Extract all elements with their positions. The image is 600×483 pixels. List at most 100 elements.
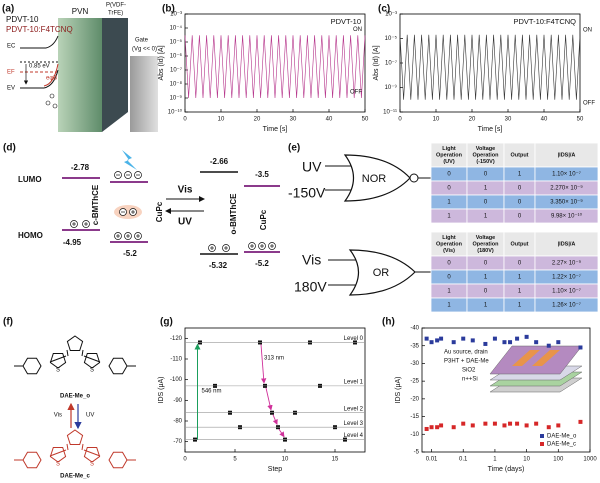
data-point (502, 423, 507, 428)
nor-gate (343, 154, 411, 202)
header-text: Light (442, 235, 456, 241)
level-label: Level 4 (344, 433, 364, 439)
y-axis-label: Abs (Id) [A] (373, 45, 380, 80)
data-line (184, 35, 366, 99)
data-point (578, 345, 583, 350)
vis-label: Vis (178, 185, 193, 196)
band-diagram: PDVT-10 PDVT-10:F4TCNQ PVN P(VDF- TrFE) … (6, 3, 158, 132)
cell-text: 1 (447, 214, 451, 220)
device-inset: Au source, drain P3HT + DAE-Me SiO2 n++S… (444, 345, 583, 393)
header-text: (180V) (477, 248, 494, 254)
level-label: Level 0 (344, 336, 364, 342)
level-label: -3.5 (255, 170, 269, 179)
data-point (556, 340, 561, 345)
x-tick-label: 30 (505, 117, 512, 123)
data-point (429, 340, 434, 345)
y-axis-label: IDS (μA) (158, 377, 165, 404)
data-point (534, 340, 539, 345)
table-header (430, 231, 468, 257)
logic-gates: UV -150V NOR Vis 180V OR (288, 154, 431, 296)
y-tick-label: -120 (170, 336, 183, 342)
table-header (503, 231, 536, 257)
inset-label: n++Si (462, 377, 478, 383)
cell-text: 1 (518, 275, 522, 281)
y-tick-label: -90 (173, 398, 182, 404)
cell-text: 0 (447, 261, 451, 267)
nor-bubble (409, 173, 419, 183)
panel-label: (d) (3, 143, 16, 154)
bond (83, 355, 101, 363)
y-tick-label: -80 (173, 419, 182, 425)
header-text: |IDS|/A (558, 241, 576, 247)
data-point (524, 423, 529, 428)
header-text: (-150V) (476, 159, 495, 165)
cell-text: 0 (484, 200, 488, 206)
molecule-name: DAE-Me_c (60, 474, 90, 480)
y-tick-label: -40 (410, 326, 419, 332)
cell-text: 2.270× 10⁻⁹ (550, 185, 583, 192)
bond (66, 349, 69, 357)
energy-diagram: LUMO HOMO -2.78 -4.95 c-BMThCE -5.2 CuPc… (18, 150, 280, 270)
material-label: PDVT-10:F4TCNQ (6, 25, 73, 34)
plot-frame (184, 13, 366, 113)
y-tick-label: 10⁻⁹ (170, 95, 183, 102)
data-point (524, 334, 529, 339)
data-point (424, 336, 429, 341)
x-axis-label: Time [s] (263, 126, 288, 133)
data-point (515, 421, 520, 426)
ev-bend (43, 69, 59, 89)
molecule-label: CuPc (259, 209, 268, 230)
y-axis-label: Abs (Id) [A] (158, 45, 165, 80)
gate-label: NOR (362, 173, 387, 185)
data-point (470, 423, 475, 428)
energy-label: EF (7, 70, 15, 76)
y-tick-label: 10⁻³ (385, 12, 397, 18)
hole (49, 93, 55, 99)
layer-label: PVN (72, 7, 89, 16)
level-label: -2.66 (210, 157, 229, 166)
data-point (578, 419, 583, 424)
gap-label: 0.85 eV (29, 64, 50, 70)
electrode (532, 350, 560, 366)
cell-text: 0 (518, 186, 522, 192)
atom-label: S (90, 368, 94, 374)
hole (52, 103, 58, 109)
header-text: (UV) (443, 159, 454, 165)
data-point (439, 423, 444, 428)
cell-text: 1 (518, 289, 522, 295)
material-label: PDVT-10 (6, 15, 39, 24)
header-text: Voltage (476, 235, 495, 241)
y-tick-label: -35 (410, 343, 419, 349)
x-axis-label: Step (268, 466, 283, 473)
gate-input: -150V (288, 185, 326, 201)
data-point (556, 423, 561, 428)
y-tick-label: 10⁻¹⁰ (168, 109, 183, 116)
cell-text: 1.22× 10⁻⁷ (552, 274, 581, 281)
arrow (278, 428, 285, 438)
cell-text: 0 (447, 275, 451, 281)
uv-label: UV (86, 413, 94, 419)
x-tick-label: 0 (398, 117, 402, 123)
vis-label: Vis (54, 413, 62, 419)
cell-text: 0 (484, 261, 488, 267)
y-tick-label: 10⁻⁵ (385, 35, 398, 42)
chart-title: PDVT-10:F4TCNQ (513, 17, 576, 26)
cell-text: 0 (518, 214, 522, 220)
data-point (492, 336, 497, 341)
layer-label: P(VDF- (106, 3, 126, 9)
bond (83, 449, 101, 457)
data-point (435, 425, 440, 430)
molecule-label: c-BMThCE (91, 184, 100, 225)
data-point (515, 336, 520, 341)
uv-label: UV (178, 217, 192, 228)
data-line (399, 34, 581, 100)
header-text: Output (510, 152, 528, 158)
legend-label: DAE-Me_o (547, 434, 577, 440)
cell-text: 1 (518, 172, 522, 178)
cell-text: 0 (484, 172, 488, 178)
y-tick-label: 10⁻⁹ (385, 84, 398, 91)
cell-text: 0 (484, 289, 488, 295)
gate-input: UV (302, 159, 322, 175)
x-tick-label: 15 (332, 457, 339, 463)
molecule-label: o-BMThCE (229, 193, 238, 235)
